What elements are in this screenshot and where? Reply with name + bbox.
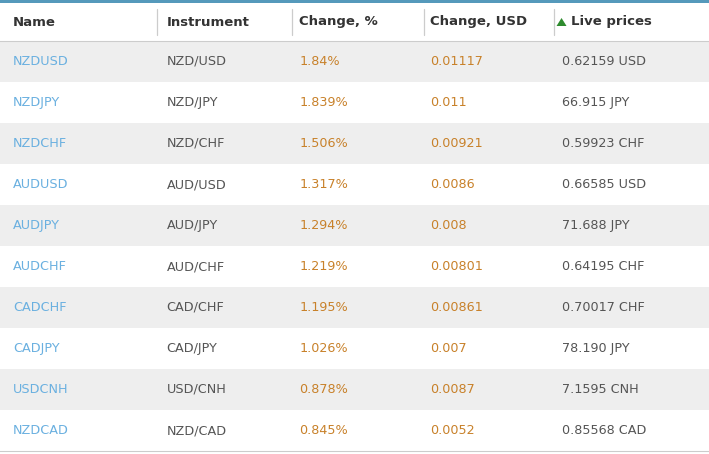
Text: 0.0086: 0.0086 [430,178,475,191]
Bar [0,3,709,41]
Text: USD/CNH: USD/CNH [167,383,226,396]
Text: 0.00861: 0.00861 [430,301,483,314]
Bar [0,328,709,369]
Text: 0.0052: 0.0052 [430,424,475,437]
Text: NZDCHF: NZDCHF [13,137,67,150]
Text: 0.00801: 0.00801 [430,260,484,273]
Text: CADJPY: CADJPY [13,342,60,355]
Text: NZDCAD: NZDCAD [13,424,69,437]
Text: AUD/JPY: AUD/JPY [167,219,218,232]
Text: CAD/JPY: CAD/JPY [167,342,218,355]
Bar [0,41,709,82]
Text: 1.506%: 1.506% [299,137,348,150]
Text: 0.845%: 0.845% [299,424,348,437]
Bar [0,205,709,246]
Text: 71.688 JPY: 71.688 JPY [562,219,629,232]
Text: AUDUSD: AUDUSD [13,178,68,191]
Text: 0.70017 CHF: 0.70017 CHF [562,301,644,314]
Text: 1.839%: 1.839% [299,96,348,109]
Text: AUDJPY: AUDJPY [13,219,60,232]
Text: 1.219%: 1.219% [299,260,348,273]
Text: 7.1595 CNH: 7.1595 CNH [562,383,638,396]
Text: 0.008: 0.008 [430,219,467,232]
Text: 1.84%: 1.84% [299,55,340,68]
Text: 1.294%: 1.294% [299,219,347,232]
Text: AUD/CHF: AUD/CHF [167,260,225,273]
Text: 0.01117: 0.01117 [430,55,484,68]
Text: NZD/USD: NZD/USD [167,55,227,68]
Text: 0.62159 USD: 0.62159 USD [562,55,645,68]
Polygon shape [557,18,566,26]
Text: NZDUSD: NZDUSD [13,55,69,68]
Text: AUDCHF: AUDCHF [13,260,67,273]
Text: 1.195%: 1.195% [299,301,348,314]
Text: Change, %: Change, % [299,15,378,29]
Bar [0,82,709,123]
Text: 78.190 JPY: 78.190 JPY [562,342,629,355]
Bar [0,369,709,410]
Text: NZD/JPY: NZD/JPY [167,96,218,109]
Bar [0,246,709,287]
Text: 1.026%: 1.026% [299,342,348,355]
Text: USDCNH: USDCNH [13,383,68,396]
Text: 0.011: 0.011 [430,96,467,109]
Bar [0,0,709,3]
Text: 0.878%: 0.878% [299,383,348,396]
Text: 66.915 JPY: 66.915 JPY [562,96,629,109]
Text: NZDJPY: NZDJPY [13,96,60,109]
Text: NZD/CAD: NZD/CAD [167,424,227,437]
Text: Change, USD: Change, USD [430,15,527,29]
Text: 0.59923 CHF: 0.59923 CHF [562,137,644,150]
Text: 0.007: 0.007 [430,342,467,355]
Text: 0.64195 CHF: 0.64195 CHF [562,260,644,273]
Bar [0,410,709,451]
Text: 0.0087: 0.0087 [430,383,475,396]
Text: Live prices: Live prices [571,15,652,29]
Text: CAD/CHF: CAD/CHF [167,301,224,314]
Text: CADCHF: CADCHF [13,301,66,314]
Text: Name: Name [13,15,55,29]
Text: 0.66585 USD: 0.66585 USD [562,178,646,191]
Text: 0.85568 CAD: 0.85568 CAD [562,424,646,437]
Bar [0,287,709,328]
Text: 1.317%: 1.317% [299,178,348,191]
Bar [0,123,709,164]
Bar [0,164,709,205]
Text: NZD/CHF: NZD/CHF [167,137,225,150]
Text: 0.00921: 0.00921 [430,137,483,150]
Text: Instrument: Instrument [167,15,250,29]
Text: AUD/USD: AUD/USD [167,178,226,191]
